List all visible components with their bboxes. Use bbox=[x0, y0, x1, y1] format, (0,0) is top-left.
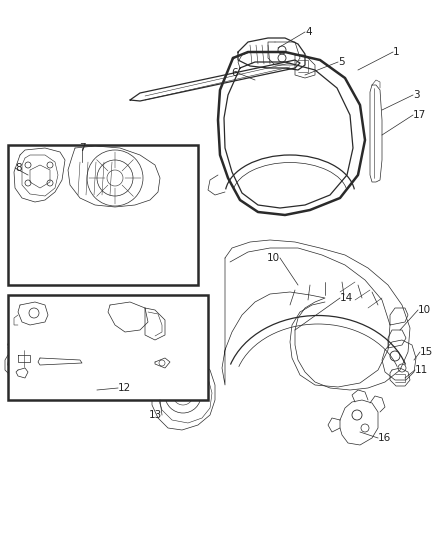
Bar bbox=[8, 295, 208, 400]
Text: 14: 14 bbox=[340, 293, 353, 303]
Text: 4: 4 bbox=[305, 27, 311, 37]
Text: 6: 6 bbox=[231, 68, 238, 78]
Text: 1: 1 bbox=[393, 47, 399, 57]
Text: 10: 10 bbox=[267, 253, 280, 263]
Text: 8: 8 bbox=[15, 163, 21, 173]
Text: 15: 15 bbox=[420, 347, 433, 357]
Circle shape bbox=[91, 388, 95, 392]
Text: 16: 16 bbox=[378, 433, 391, 443]
Text: 11: 11 bbox=[415, 365, 428, 375]
Bar bbox=[8, 145, 198, 285]
Text: 13: 13 bbox=[149, 410, 162, 420]
Text: 7: 7 bbox=[79, 143, 85, 153]
Text: 12: 12 bbox=[118, 383, 131, 393]
Text: 10: 10 bbox=[418, 305, 431, 315]
Text: 3: 3 bbox=[413, 90, 420, 100]
Text: 5: 5 bbox=[338, 57, 345, 67]
Text: 17: 17 bbox=[413, 110, 426, 120]
